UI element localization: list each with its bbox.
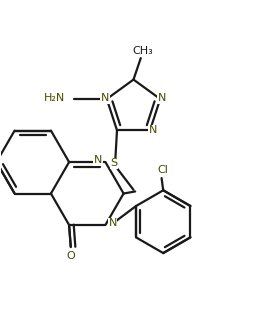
Text: N: N xyxy=(94,155,102,165)
Text: Cl: Cl xyxy=(158,164,169,175)
Text: N: N xyxy=(158,93,166,103)
Text: N: N xyxy=(148,126,157,135)
Text: S: S xyxy=(110,158,117,169)
Text: O: O xyxy=(66,251,75,261)
Text: CH₃: CH₃ xyxy=(132,46,153,56)
Text: H₂N: H₂N xyxy=(44,93,65,103)
Text: N: N xyxy=(101,93,109,103)
Text: N: N xyxy=(108,218,117,228)
